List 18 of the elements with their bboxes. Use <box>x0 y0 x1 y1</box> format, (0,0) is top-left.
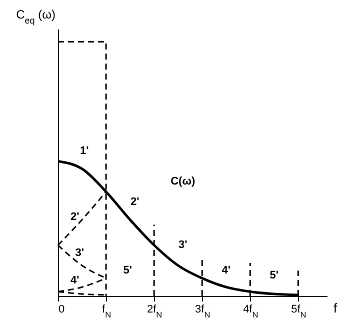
x-tick-label: 0 <box>58 304 65 316</box>
annotation: 2' <box>70 211 80 224</box>
x-tick-label: 4f$_{N}$ <box>243 304 258 319</box>
annotation: C(ω) <box>170 176 196 188</box>
annotation: 3' <box>75 246 84 259</box>
x-tick-label: 3f$_{N}$ <box>195 304 210 319</box>
y-axis-title: C$_{eq}$ (ω) <box>16 8 56 26</box>
x-tick-label: f$_{N}$ <box>102 304 112 319</box>
annotation: 2' <box>130 196 140 208</box>
annotation: 5' <box>123 264 132 277</box>
x-tick-label: 5f$_{N}$ <box>291 304 306 319</box>
annotation: 4' <box>222 264 231 277</box>
annotation: 1' <box>80 145 90 158</box>
annotation: 5' <box>270 270 279 282</box>
x-tick-label: 2f$_{N}$ <box>146 304 162 319</box>
annotation: 3' <box>178 239 188 252</box>
x-axis-title: f <box>334 300 338 316</box>
annotation: 4' <box>70 274 80 287</box>
